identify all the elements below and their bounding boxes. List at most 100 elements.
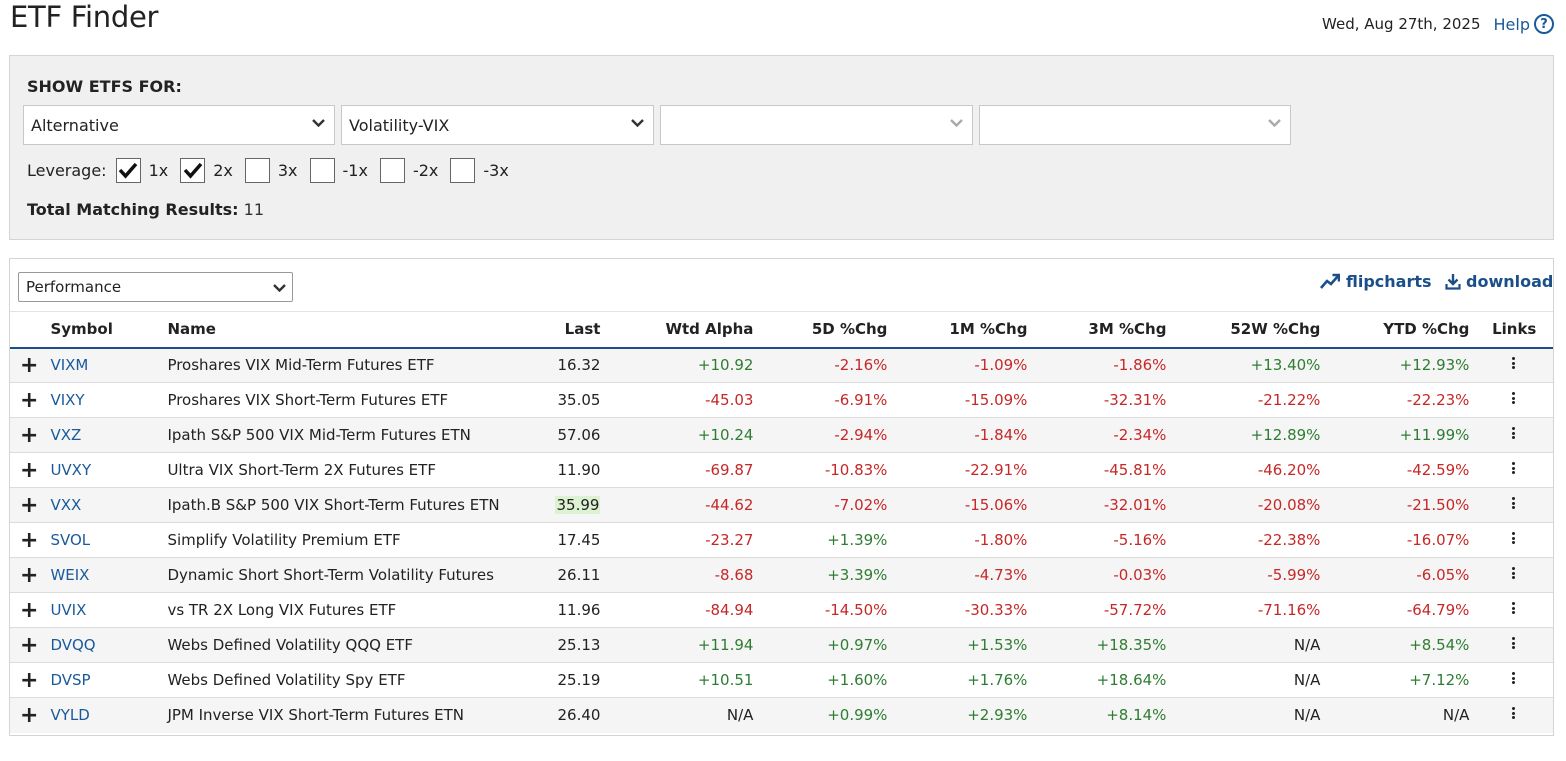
col-header-1m-chg[interactable]: 1M %Chg [893, 311, 1034, 349]
symbol-link[interactable]: DVQQ [44, 627, 162, 663]
checkmark-icon [183, 162, 203, 179]
checkbox-box[interactable] [180, 158, 206, 183]
col-header-52w-chg[interactable]: 52W %Chg [1172, 311, 1327, 349]
chg-ytd-cell: -6.05% [1326, 557, 1476, 593]
links-menu-icon[interactable] [1475, 697, 1553, 733]
links-menu-icon[interactable] [1475, 382, 1553, 418]
expand-row-icon[interactable]: + [10, 697, 45, 733]
last-price-cell: 26.40 [516, 697, 607, 733]
links-menu-icon[interactable] [1475, 452, 1553, 488]
chg-1m-cell: -1.09% [893, 347, 1034, 383]
links-menu-icon[interactable] [1475, 347, 1553, 383]
expand-row-icon[interactable]: + [10, 662, 45, 698]
last-price: 57.06 [557, 426, 601, 444]
leverage-row: Leverage: 1x 2x 3x -1x -2x -3x [27, 158, 521, 183]
col-header-3m-chg[interactable]: 3M %Chg [1033, 311, 1173, 349]
flipcharts-label: flipcharts [1346, 272, 1432, 291]
help-link[interactable]: Help ? [1494, 14, 1554, 34]
wtd-alpha-cell: +10.92 [606, 347, 760, 383]
more-vertical-icon [1512, 461, 1516, 476]
subcategory-dropdown[interactable] [660, 105, 973, 145]
col-header-symbol[interactable]: Symbol [44, 311, 162, 349]
wtd-alpha-cell: +10.51 [606, 662, 760, 698]
expand-row-icon[interactable]: + [10, 627, 45, 663]
chg-1m-cell: -1.80% [893, 522, 1034, 558]
leverage-option-label: -2x [412, 161, 439, 180]
links-menu-icon[interactable] [1475, 487, 1553, 523]
chevron-down-icon [273, 284, 286, 292]
checkbox-box[interactable] [379, 158, 405, 183]
checkbox-box[interactable] [244, 158, 270, 183]
col-header-5d-chg[interactable]: 5D %Chg [759, 311, 894, 349]
symbol-link[interactable]: SVOL [44, 522, 162, 558]
wtd-alpha-cell: -45.03 [606, 382, 760, 418]
checkbox-box[interactable] [115, 158, 141, 183]
table-row: + VYLD JPM Inverse VIX Short-Term Futures … [10, 697, 1553, 733]
table-row: + VIXY Proshares VIX Short-Term Futures ET… [10, 382, 1553, 418]
filter-dropdown-4[interactable] [979, 105, 1291, 145]
checkbox-box[interactable] [309, 158, 335, 183]
expand-row-icon[interactable]: + [10, 347, 45, 383]
symbol-link[interactable]: VIXY [44, 382, 162, 418]
symbol-link[interactable]: UVXY [44, 452, 162, 488]
expand-row-icon[interactable]: + [10, 417, 45, 453]
expand-row-icon[interactable]: + [10, 382, 45, 418]
links-menu-icon[interactable] [1475, 592, 1553, 628]
symbol-link[interactable]: VXX [44, 487, 162, 523]
flipcharts-link[interactable]: flipcharts [1320, 272, 1432, 291]
asset-class-dropdown[interactable]: Alternative [23, 105, 335, 145]
more-vertical-icon [1512, 566, 1516, 581]
leverage-3x-checkbox[interactable]: 3x [244, 158, 298, 183]
more-vertical-icon [1512, 636, 1516, 651]
symbol-link[interactable]: VXZ [44, 417, 162, 453]
symbol-link[interactable]: WEIX [44, 557, 162, 593]
expand-row-icon[interactable]: + [10, 592, 45, 628]
col-header-name[interactable]: Name [161, 311, 517, 349]
checkbox-box[interactable] [450, 158, 476, 183]
links-menu-icon[interactable] [1475, 627, 1553, 663]
links-menu-icon[interactable] [1475, 662, 1553, 698]
symbol-link[interactable]: VYLD [44, 697, 162, 733]
expand-row-icon[interactable]: + [10, 452, 45, 488]
trend-chart-icon [1320, 273, 1340, 289]
leverage-1x-checkbox[interactable]: 1x [115, 158, 169, 183]
col-header-ytd-chg[interactable]: YTD %Chg [1326, 311, 1476, 349]
expand-row-icon[interactable]: + [10, 522, 45, 558]
expand-row-icon[interactable]: + [10, 487, 45, 523]
chg-1m-cell: -30.33% [893, 592, 1034, 628]
links-menu-icon[interactable] [1475, 522, 1553, 558]
category-dropdown[interactable]: Volatility-VIX [341, 105, 654, 145]
chg-3m-cell: +8.14% [1033, 697, 1173, 733]
leverage-neg1x-checkbox[interactable]: -1x [309, 158, 368, 183]
total-results-label: Total Matching Results: [27, 200, 239, 219]
chg-ytd-cell: +7.12% [1326, 662, 1476, 698]
leverage-2x-checkbox[interactable]: 2x [180, 158, 233, 183]
links-menu-icon[interactable] [1475, 557, 1553, 593]
page-title: ETF Finder [10, 0, 159, 34]
view-select[interactable]: Performance [18, 272, 293, 302]
chg-1m-cell: -15.06% [893, 487, 1034, 523]
chg-52w-cell: +13.40% [1172, 347, 1327, 383]
leverage-option-label: -1x [342, 161, 368, 180]
last-price: 26.11 [557, 566, 601, 584]
links-menu-icon[interactable] [1475, 417, 1553, 453]
etf-name: Ultra VIX Short-Term 2X Futures ETF [161, 452, 517, 488]
chg-52w-cell: N/A [1172, 627, 1327, 663]
etf-name: vs TR 2X Long VIX Futures ETF [161, 592, 517, 628]
chg-ytd-cell: +12.93% [1326, 347, 1476, 383]
download-label: download [1466, 272, 1554, 291]
leverage-option-label: 1x [148, 161, 169, 180]
last-price-cell: 26.11 [516, 557, 607, 593]
more-vertical-icon [1512, 356, 1516, 371]
expand-row-icon[interactable]: + [10, 557, 45, 593]
download-link[interactable]: download [1445, 272, 1553, 291]
symbol-link[interactable]: VIXM [44, 347, 162, 383]
symbol-link[interactable]: UVIX [44, 592, 162, 628]
col-header-wtd-alpha[interactable]: Wtd Alpha [606, 311, 760, 349]
leverage-neg2x-checkbox[interactable]: -2x [379, 158, 439, 183]
symbol-link[interactable]: DVSP [44, 662, 162, 698]
chg-1m-cell: -22.91% [893, 452, 1034, 488]
leverage-neg3x-checkbox[interactable]: -3x [450, 158, 509, 183]
col-header-last[interactable]: Last [516, 311, 607, 349]
expand-col-header [10, 311, 45, 349]
